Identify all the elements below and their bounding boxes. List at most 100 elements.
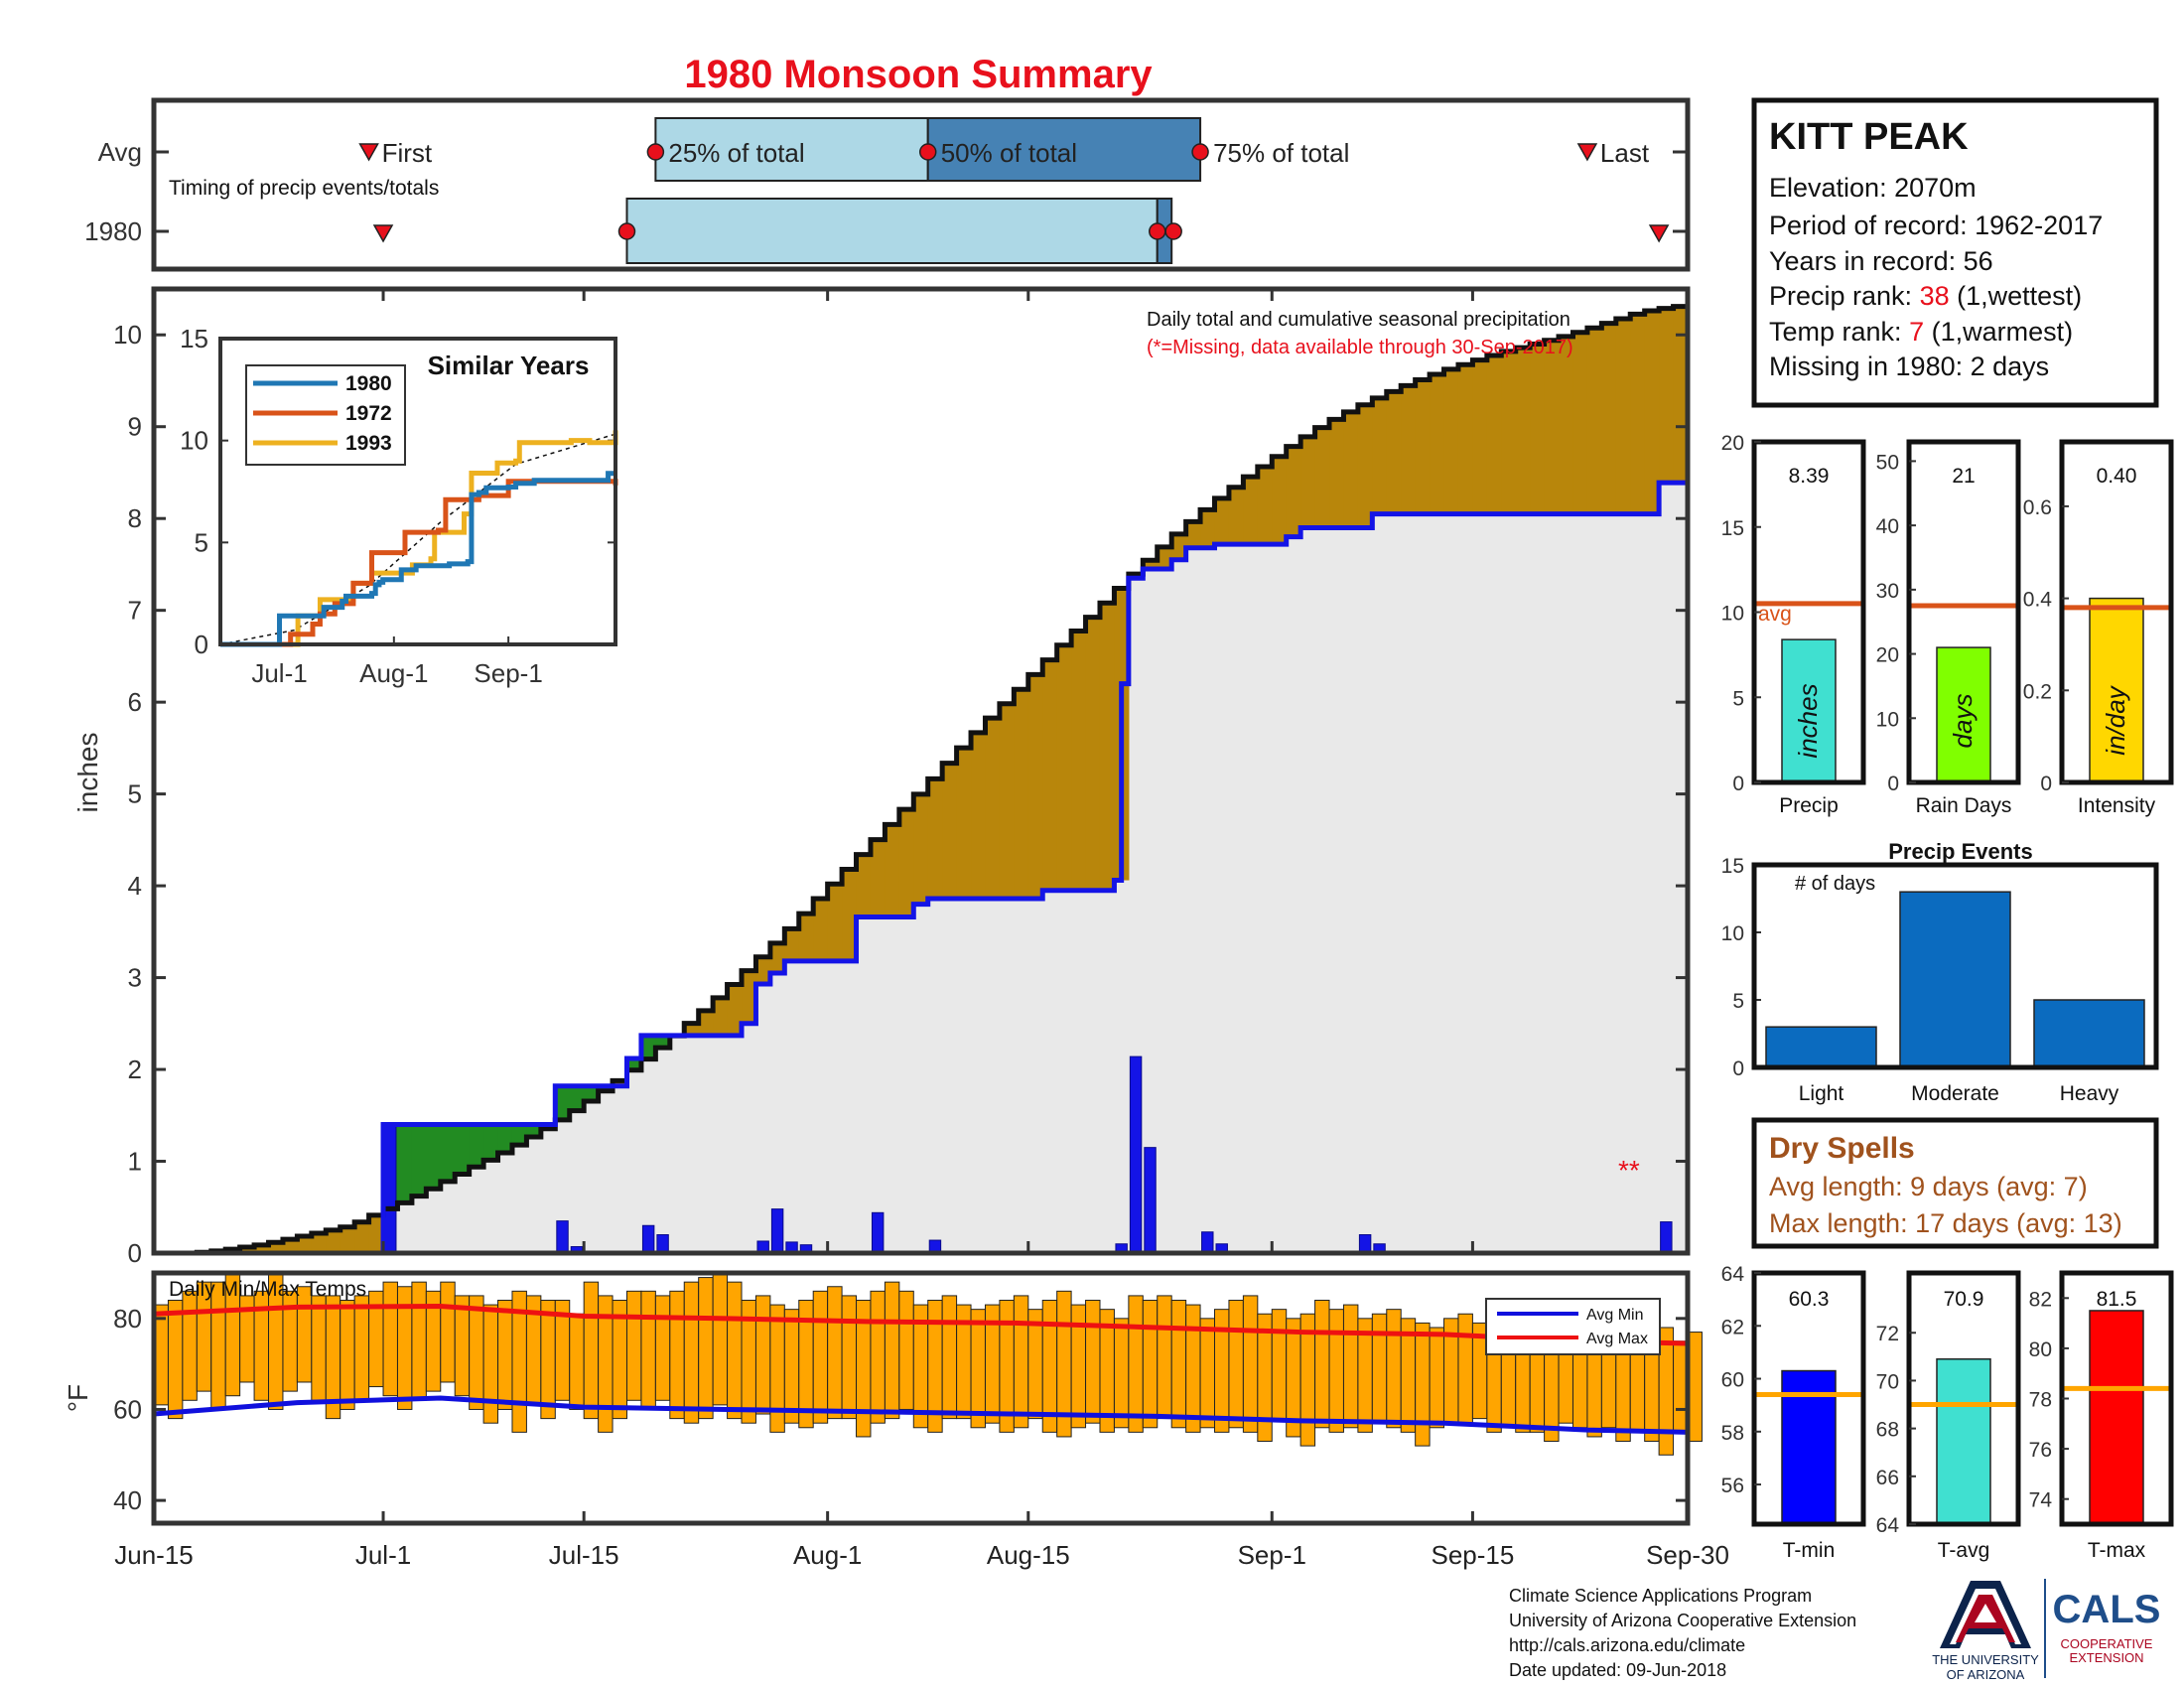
- station-missing: Missing in 1980: 2 days: [1769, 352, 2049, 381]
- daily-temp-bar: [1371, 1313, 1388, 1424]
- date-tick-label: Sep-15: [1431, 1540, 1514, 1570]
- daily-temp-bar: [754, 1295, 771, 1415]
- daily-temp-bar: [783, 1309, 800, 1424]
- page-title: 1980 Monsoon Summary: [684, 53, 1153, 96]
- date-tick-label: Aug-15: [987, 1540, 1070, 1570]
- avg-75-marker: [1191, 143, 1209, 161]
- deficit-segment: [354, 1221, 370, 1253]
- daily-temp-bar: [1128, 1295, 1144, 1433]
- daily-temp-bar: [1658, 1327, 1675, 1456]
- temp-value-label: 60.3: [1789, 1288, 1830, 1311]
- daily-temp-bar: [167, 1299, 184, 1420]
- events-bar: [1765, 1026, 1877, 1068]
- deficit-segment: [755, 956, 771, 985]
- surplus-segment: [426, 1124, 442, 1190]
- summary-ytick-label: 0.2: [2023, 680, 2052, 703]
- avg-cumulative-line: [154, 304, 1688, 1256]
- summary-ytick-label: 20: [1721, 432, 1744, 455]
- daily-temp-bar: [941, 1295, 958, 1420]
- daily-temp-bar: [583, 1281, 600, 1420]
- summary-frame: [2059, 439, 2174, 785]
- daily-precip-bar: [384, 1124, 397, 1254]
- timing-row-label-avg: Avg: [98, 137, 142, 167]
- deficit-segment: [842, 869, 858, 961]
- events-category-label: Heavy: [2060, 1082, 2119, 1105]
- deficit-segment: [1099, 603, 1116, 891]
- summary-panel-rain-days: 0 10 20 30 40 50 21 days Rain Days: [1876, 439, 2021, 817]
- station-precip-rank: Precip rank: 38 (1,wettest): [1769, 281, 2082, 311]
- inset-xtick-label: Sep-1: [474, 658, 542, 688]
- daily-temp-bar: [1113, 1318, 1130, 1429]
- main-ytick-label: 3: [128, 963, 142, 993]
- main-ytick-label: 0: [128, 1238, 142, 1268]
- inset-xtick-label: Aug-1: [359, 658, 428, 688]
- deficit-segment: [239, 1246, 255, 1253]
- main-ytick-label: 9: [128, 412, 142, 442]
- inset-legend-label: 1972: [345, 402, 392, 425]
- precip-events-panel: Precip Events Light Moderate Heavy 0 5 10 15 #…: [1721, 839, 2159, 1105]
- temperature-summary-bars: 56 58 60 62 64 60.3 T-min 64 66 68 70 72 70.9 T-avg 74…: [1721, 1263, 2174, 1562]
- deficit-segment: [1615, 319, 1631, 514]
- inset-title: Similar Years: [428, 351, 590, 380]
- summary-ytick-label: 5: [1732, 687, 1744, 710]
- summary-panel-precip: 0 5 10 15 20 8.39 inches Precip avg: [1721, 432, 1866, 817]
- daily-temp-bar: [1242, 1295, 1259, 1433]
- summary-ytick-label: 30: [1876, 580, 1899, 603]
- surplus-segment: [555, 1085, 571, 1120]
- year-50-marker: [1148, 222, 1166, 240]
- summary-category-label: Precip: [1779, 794, 1839, 817]
- temps-legend-label: Avg Max: [1586, 1331, 1648, 1347]
- summary-category-label: Rain Days: [1916, 794, 2012, 817]
- inset-plot: 0 5 10 15 Jul-1 Aug-1 Sep-1: [180, 324, 618, 688]
- events-ytick-label: 10: [1721, 922, 1744, 945]
- daily-temp-bar: [540, 1299, 556, 1420]
- date-tick-label: Aug-1: [793, 1540, 862, 1570]
- station-name: KITT PEAK: [1769, 116, 1969, 158]
- temps-ytick-label: 40: [113, 1485, 142, 1515]
- surplus-segment: [497, 1124, 513, 1153]
- deficit-segment: [1357, 404, 1373, 528]
- main-ylabel: inches: [72, 733, 103, 813]
- deficit-segment: [1544, 340, 1560, 514]
- temp-ytick-label: 72: [1876, 1323, 1899, 1345]
- daily-temp-bar: [698, 1277, 714, 1420]
- inset-series-1980: [220, 471, 615, 647]
- temps-plot: 40 60 80: [113, 1272, 1703, 1515]
- daily-precip-bar: [1129, 1055, 1143, 1254]
- summary-ytick-label: 0.6: [2023, 496, 2052, 519]
- deficit-segment: [268, 1242, 284, 1253]
- deficit-segment: [1372, 397, 1388, 514]
- daily-temp-bar: [1228, 1299, 1244, 1429]
- missing-marker: **: [1618, 1155, 1640, 1186]
- timing-label-25: 25% of total: [668, 138, 804, 168]
- footer: Climate Science Applications Program Uni…: [1509, 1586, 1856, 1680]
- daily-temp-bar: [970, 1309, 986, 1429]
- deficit-segment: [1472, 359, 1488, 514]
- deficit-segment: [1486, 355, 1502, 514]
- events-ytick-label: 0: [1732, 1057, 1744, 1080]
- summary-value-label: 0.40: [2097, 465, 2137, 488]
- daily-temp-bar: [1342, 1304, 1359, 1429]
- deficit-segment: [1630, 314, 1646, 514]
- daily-temp-bar: [1644, 1340, 1660, 1443]
- summary-ytick-label: 0.4: [2023, 589, 2053, 612]
- avg-last-marker: [1576, 143, 1598, 162]
- events-ytick-label: 15: [1721, 855, 1744, 878]
- daily-temp-bar: [454, 1295, 471, 1397]
- deficit-segment: [1343, 411, 1359, 528]
- deficit-segment: [1501, 351, 1517, 514]
- main-ytick-label: 8: [128, 503, 142, 533]
- avg-first-marker: [358, 143, 379, 162]
- deficit-segment: [1644, 310, 1660, 514]
- deficit-segment: [956, 748, 972, 900]
- summary-avg-label: avg: [1758, 603, 1792, 626]
- daily-temp-bar: [1085, 1299, 1101, 1424]
- daily-temp-bar: [411, 1281, 427, 1401]
- daily-temp-bar: [683, 1281, 700, 1424]
- surplus-segment: [511, 1124, 528, 1146]
- surplus-segment: [655, 1035, 671, 1049]
- daily-temp-bar: [884, 1281, 900, 1420]
- deficit-segment: [1286, 446, 1301, 537]
- temps-ytick-label: 80: [113, 1304, 142, 1334]
